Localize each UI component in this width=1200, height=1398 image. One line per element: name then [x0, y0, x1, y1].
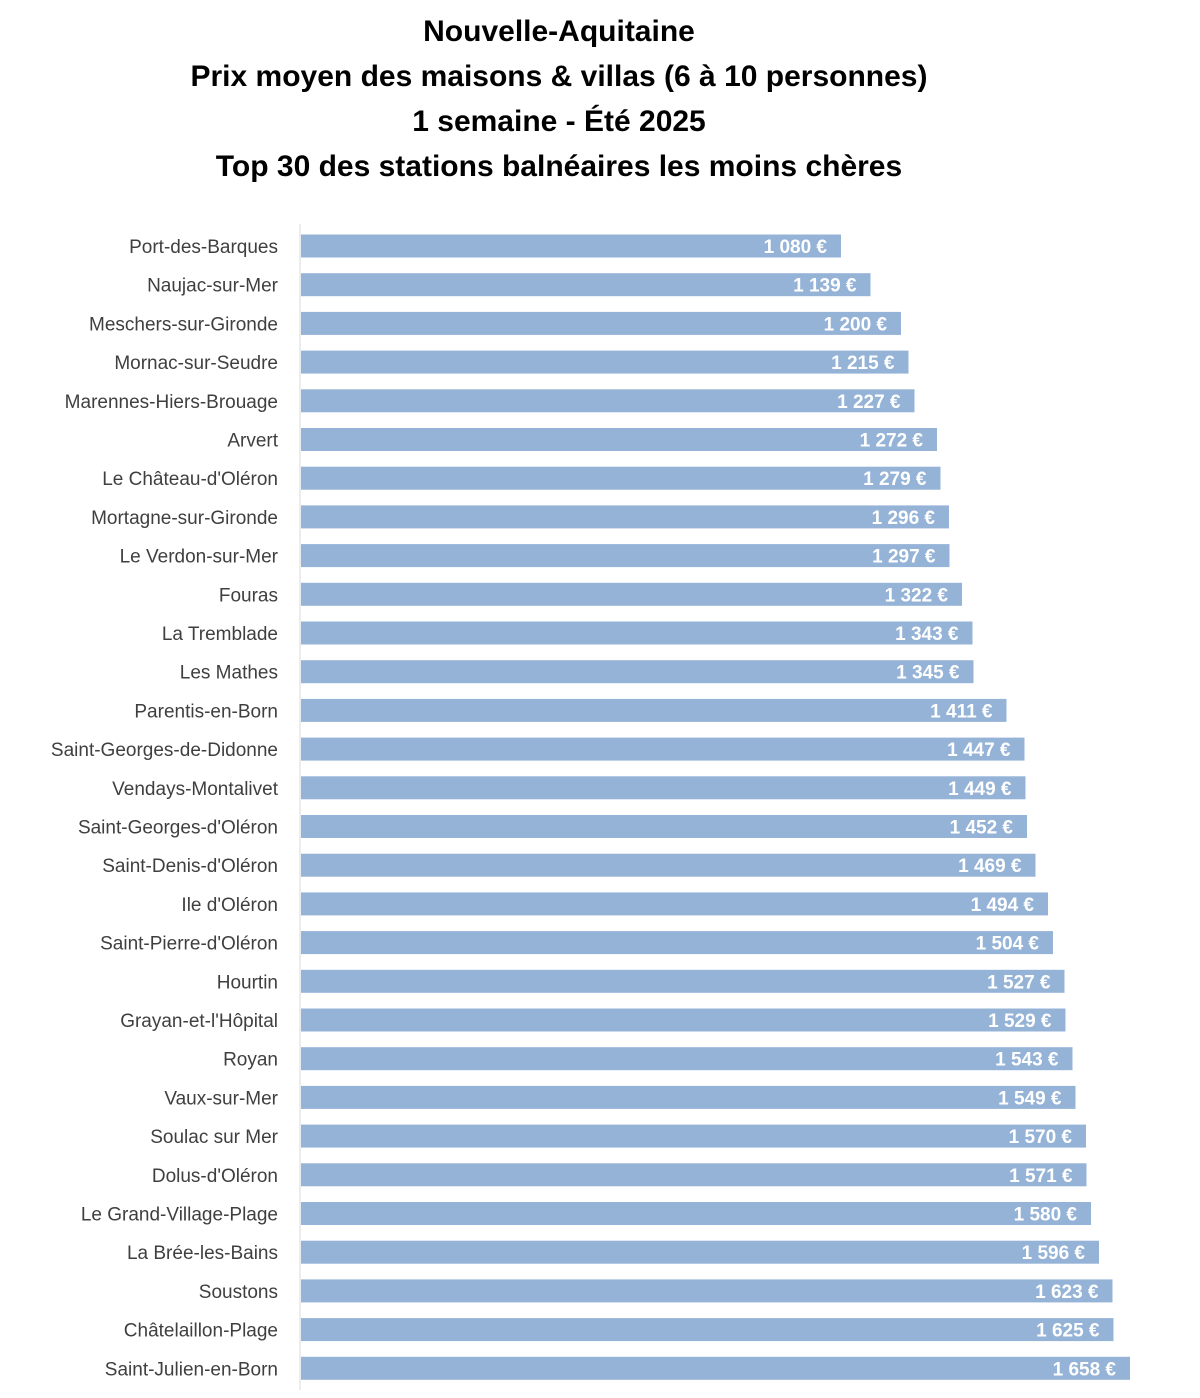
data-label: 1 469 €: [958, 856, 1022, 877]
bar: [301, 505, 949, 529]
bar: [301, 350, 909, 374]
data-label: 1 623 €: [1035, 1282, 1099, 1303]
category-label: Le Grand-Village-Plage: [81, 1205, 278, 1226]
category-label: La Tremblade: [162, 624, 278, 645]
bar: [301, 1085, 1076, 1109]
category-label: Dolus-d'Oléron: [152, 1166, 278, 1187]
bar: [301, 1008, 1066, 1032]
data-label: 1 322 €: [885, 585, 949, 606]
data-label: 1 279 €: [863, 469, 927, 490]
bar: [301, 698, 1007, 722]
category-label: Grayan-et-l'Hôpital: [120, 1011, 278, 1032]
bar: [301, 311, 901, 335]
data-label: 1 571 €: [1009, 1166, 1073, 1187]
data-label: 1 452 €: [950, 818, 1014, 839]
bar: [301, 389, 915, 413]
category-label: La Brée-les-Bains: [127, 1243, 278, 1264]
bar: [301, 1202, 1091, 1225]
bar: [301, 234, 841, 258]
bar: [301, 1047, 1073, 1071]
data-label: 1 549 €: [998, 1088, 1062, 1109]
data-label: 1 200 €: [824, 314, 888, 335]
bar: [301, 776, 1026, 800]
data-label: 1 272 €: [860, 431, 924, 452]
category-label: Port-des-Barques: [129, 237, 278, 258]
data-label: 1 449 €: [948, 779, 1012, 800]
bar: [301, 1163, 1087, 1187]
data-label: 1 570 €: [1009, 1127, 1073, 1148]
category-label: Saint-Georges-d'Oléron: [78, 818, 278, 839]
category-label: Saint-Julien-en-Born: [105, 1359, 278, 1380]
bar: [301, 466, 941, 490]
category-label: Arvert: [227, 431, 278, 452]
data-label: 1 139 €: [793, 276, 857, 297]
data-label: 1 297 €: [872, 547, 936, 568]
bar: [301, 1124, 1086, 1148]
chart-title-line-3: 1 semaine - Été 2025: [412, 105, 706, 138]
category-label: Soustons: [199, 1282, 278, 1303]
data-label: 1 596 €: [1022, 1243, 1086, 1264]
data-label: 1 215 €: [831, 353, 895, 374]
category-label: Royan: [223, 1050, 278, 1071]
category-label: Ile d'Oléron: [181, 895, 278, 916]
category-label: Mornac-sur-Seudre: [114, 353, 278, 374]
bar: [301, 1356, 1130, 1380]
bar: [301, 969, 1065, 993]
category-label: Fouras: [219, 585, 278, 606]
category-label: Meschers-sur-Gironde: [89, 314, 278, 335]
chart-title-line-2: Prix moyen des maisons & villas (6 à 10 …: [190, 60, 928, 93]
category-label: Saint-Pierre-d'Oléron: [100, 934, 278, 955]
category-label: Vendays-Montalivet: [112, 779, 279, 800]
bar: [301, 931, 1053, 955]
category-label: Vaux-sur-Mer: [164, 1088, 278, 1109]
bar: [301, 1318, 1114, 1342]
data-label: 1 296 €: [872, 508, 936, 529]
data-label: 1 227 €: [837, 392, 901, 413]
data-label: 1 080 €: [764, 237, 828, 258]
data-label: 1 580 €: [1014, 1205, 1078, 1226]
bar: [301, 660, 974, 684]
data-label: 1 494 €: [971, 895, 1035, 916]
category-label: Saint-Denis-d'Oléron: [102, 856, 278, 877]
bar: [301, 1279, 1113, 1303]
bar: [301, 892, 1048, 916]
bar: [301, 737, 1025, 761]
category-label: Marennes-Hiers-Brouage: [65, 392, 278, 413]
category-label: Saint-Georges-de-Didonne: [51, 740, 278, 761]
category-label: Châtelaillon-Plage: [124, 1321, 278, 1342]
data-label: 1 343 €: [895, 624, 959, 645]
category-label: Hourtin: [217, 972, 278, 993]
data-label: 1 411 €: [930, 701, 993, 722]
data-label: 1 529 €: [988, 1011, 1052, 1032]
bar: [301, 621, 973, 645]
data-label: 1 345 €: [896, 663, 960, 684]
bar: [301, 815, 1027, 838]
category-label: Parentis-en-Born: [134, 701, 278, 722]
data-label: 1 527 €: [987, 972, 1051, 993]
category-label: Mortagne-sur-Gironde: [91, 508, 278, 529]
data-label: 1 504 €: [976, 934, 1040, 955]
data-label: 1 658 €: [1053, 1359, 1117, 1380]
category-label: Le Château-d'Oléron: [102, 469, 278, 490]
data-label: 1 625 €: [1036, 1321, 1100, 1342]
bar: [301, 273, 871, 297]
bar: [301, 428, 937, 451]
bar: [301, 544, 950, 568]
bar: [301, 1240, 1099, 1264]
data-label: 1 543 €: [995, 1050, 1059, 1071]
chart-title-line-4: Top 30 des stations balnéaires les moins…: [215, 150, 903, 183]
category-label: Le Verdon-sur-Mer: [120, 547, 279, 568]
category-label: Les Mathes: [180, 663, 278, 684]
category-label: Soulac sur Mer: [150, 1127, 278, 1148]
category-label: Naujac-sur-Mer: [147, 276, 279, 297]
data-label: 1 447 €: [947, 740, 1011, 761]
bar: [301, 582, 962, 606]
bar: [301, 853, 1036, 877]
chart-title-line-1: Nouvelle-Aquitaine: [423, 15, 695, 48]
